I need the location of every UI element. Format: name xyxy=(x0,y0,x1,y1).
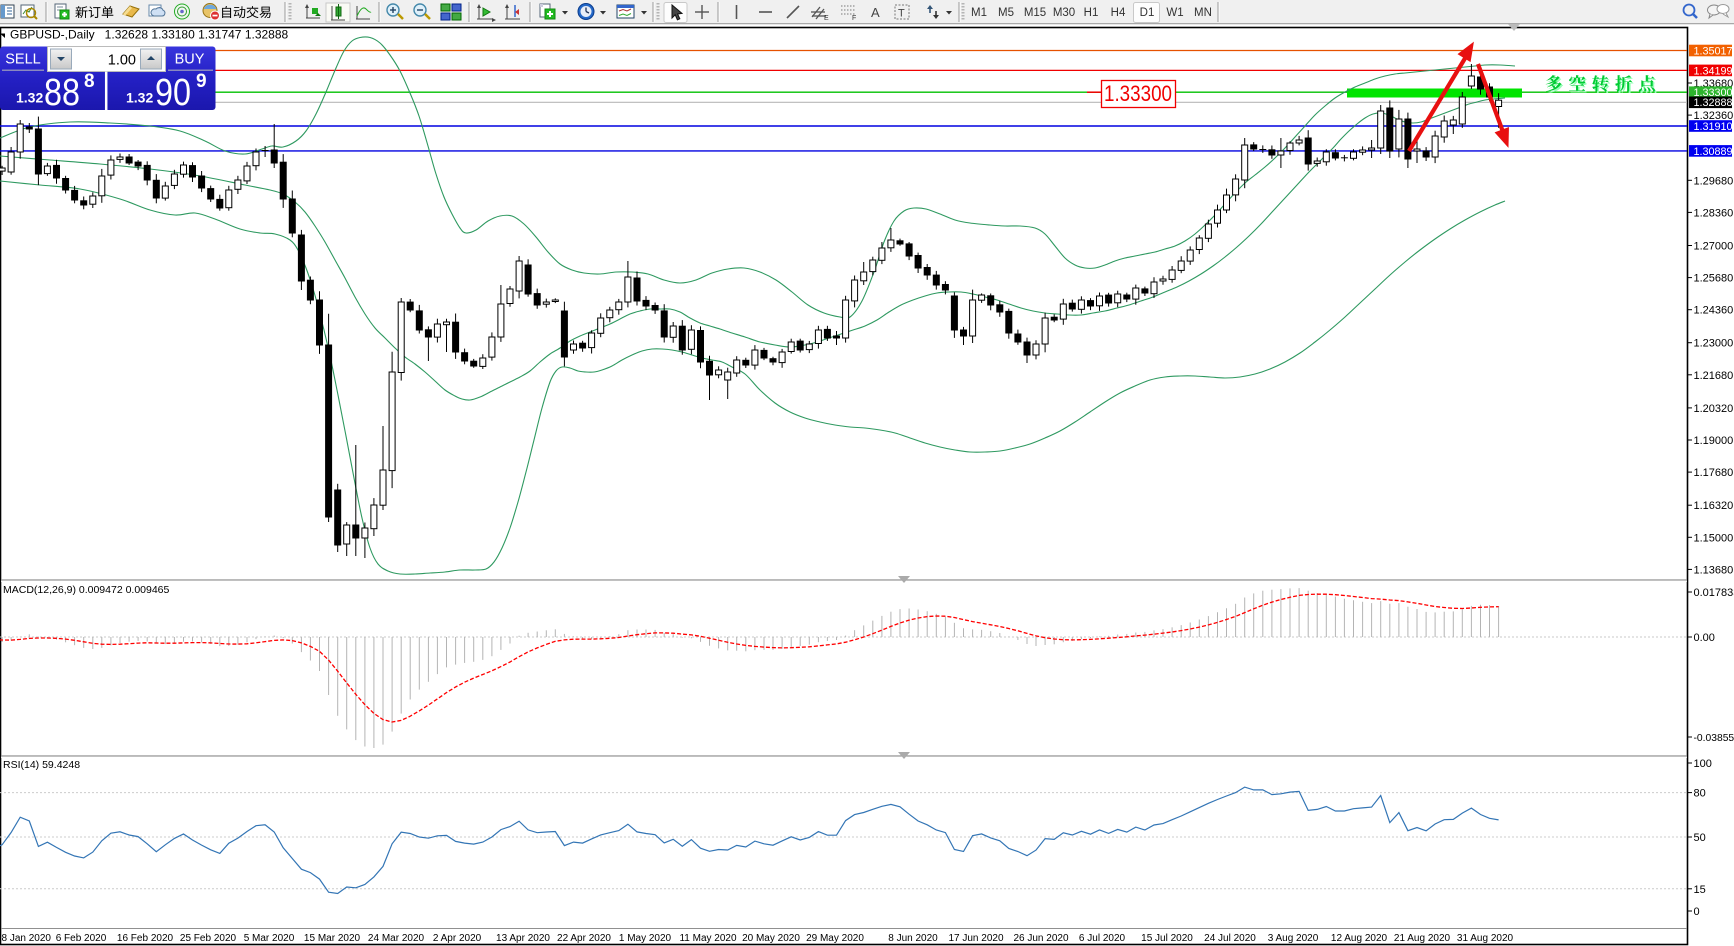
svg-text:1.25680: 1.25680 xyxy=(1694,273,1734,285)
svg-text:RSI(14) 59.4248: RSI(14) 59.4248 xyxy=(3,759,80,771)
svg-text:90: 90 xyxy=(155,72,191,114)
svg-text:0.00: 0.00 xyxy=(1694,632,1715,644)
svg-text:1 May 2020: 1 May 2020 xyxy=(619,933,672,944)
svg-text:M30: M30 xyxy=(1053,7,1075,19)
svg-text:11 May 2020: 11 May 2020 xyxy=(679,933,737,944)
svg-text:T: T xyxy=(898,8,905,20)
svg-text:80: 80 xyxy=(1694,788,1706,800)
svg-text:22 Apr 2020: 22 Apr 2020 xyxy=(557,933,611,944)
svg-text:15 Jul 2020: 15 Jul 2020 xyxy=(1141,933,1193,944)
svg-text:3 Aug 2020: 3 Aug 2020 xyxy=(1268,933,1319,944)
svg-text:1.13680: 1.13680 xyxy=(1694,564,1734,576)
svg-text:6 Jul 2020: 6 Jul 2020 xyxy=(1079,933,1126,944)
svg-text:1.32888: 1.32888 xyxy=(1694,97,1733,109)
svg-text:0: 0 xyxy=(1694,906,1700,918)
svg-text:M15: M15 xyxy=(1024,7,1046,19)
svg-text:H1: H1 xyxy=(1084,7,1099,19)
svg-text:1.35017: 1.35017 xyxy=(1694,45,1733,57)
svg-text:25 Feb 2020: 25 Feb 2020 xyxy=(180,933,237,944)
svg-text:F: F xyxy=(852,15,856,22)
svg-text:1.31910: 1.31910 xyxy=(1694,121,1733,133)
svg-text:1.34199: 1.34199 xyxy=(1694,65,1733,77)
svg-text:100: 100 xyxy=(1694,758,1712,770)
svg-text:SELL: SELL xyxy=(5,52,40,68)
svg-text:1.16320: 1.16320 xyxy=(1694,500,1734,512)
svg-text:1.27000: 1.27000 xyxy=(1694,241,1734,253)
svg-text:15 Mar 2020: 15 Mar 2020 xyxy=(304,933,361,944)
svg-text:15: 15 xyxy=(1694,884,1706,896)
svg-text:88: 88 xyxy=(44,72,80,114)
svg-text:24 Jul 2020: 24 Jul 2020 xyxy=(1204,933,1256,944)
svg-text:MN: MN xyxy=(1194,7,1212,19)
svg-text:16 Feb 2020: 16 Feb 2020 xyxy=(117,933,174,944)
svg-text:29 May 2020: 29 May 2020 xyxy=(806,933,864,944)
svg-text:0.017833: 0.017833 xyxy=(1694,587,1734,599)
svg-text:50: 50 xyxy=(1694,832,1706,844)
svg-text:6 Feb 2020: 6 Feb 2020 xyxy=(56,933,107,944)
svg-text:26 Jun 2020: 26 Jun 2020 xyxy=(1013,933,1068,944)
svg-text:D1: D1 xyxy=(1140,7,1155,19)
svg-text:E: E xyxy=(824,15,829,22)
svg-text:M5: M5 xyxy=(998,7,1014,19)
svg-text:17 Jun 2020: 17 Jun 2020 xyxy=(948,933,1003,944)
svg-text:21 Aug 2020: 21 Aug 2020 xyxy=(1394,933,1451,944)
svg-text:8 Jun 2020: 8 Jun 2020 xyxy=(888,933,938,944)
svg-text:1.29680: 1.29680 xyxy=(1694,175,1734,187)
svg-text:1.20320: 1.20320 xyxy=(1694,403,1734,415)
svg-text:MACD(12,26,9) 0.009472 0.00946: MACD(12,26,9) 0.009472 0.009465 xyxy=(3,584,170,596)
svg-text:1.24360: 1.24360 xyxy=(1694,305,1734,317)
svg-text:1.19000: 1.19000 xyxy=(1694,435,1734,447)
svg-text:1.32: 1.32 xyxy=(16,90,43,106)
svg-text:8 Jan 2020: 8 Jan 2020 xyxy=(2,933,52,944)
svg-text:BUY: BUY xyxy=(175,52,205,68)
svg-text:M1: M1 xyxy=(971,7,987,19)
svg-text:1.17680: 1.17680 xyxy=(1694,467,1734,479)
svg-text:20 May 2020: 20 May 2020 xyxy=(742,933,800,944)
svg-text:2 Apr 2020: 2 Apr 2020 xyxy=(433,933,482,944)
svg-text:13 Apr 2020: 13 Apr 2020 xyxy=(496,933,550,944)
svg-text:24 Mar 2020: 24 Mar 2020 xyxy=(368,933,425,944)
svg-text:1.30889: 1.30889 xyxy=(1694,146,1733,158)
svg-text:1.33300: 1.33300 xyxy=(1104,81,1172,106)
svg-text:1.32: 1.32 xyxy=(126,90,153,106)
svg-text:31 Aug 2020: 31 Aug 2020 xyxy=(1457,933,1514,944)
svg-text:8: 8 xyxy=(84,71,95,92)
svg-text:5 Mar 2020: 5 Mar 2020 xyxy=(244,933,295,944)
svg-text:-0.038559: -0.038559 xyxy=(1694,733,1734,744)
svg-text:A: A xyxy=(871,5,880,20)
svg-text:GBPUSD-,Daily 1.32628 1.3318: GBPUSD-,Daily 1.32628 1.33180 1.31747 1.… xyxy=(10,28,289,42)
svg-text:1.28360: 1.28360 xyxy=(1694,207,1734,219)
svg-text:12 Aug 2020: 12 Aug 2020 xyxy=(1331,933,1388,944)
svg-text:H4: H4 xyxy=(1111,7,1126,19)
svg-text:9: 9 xyxy=(196,71,207,92)
svg-text:1.33300: 1.33300 xyxy=(1694,87,1733,99)
svg-text:1.21680: 1.21680 xyxy=(1694,370,1734,382)
svg-text:1.00: 1.00 xyxy=(108,53,136,69)
svg-text:W1: W1 xyxy=(1166,7,1183,19)
svg-text:1.15000: 1.15000 xyxy=(1694,532,1734,544)
svg-text:1.32360: 1.32360 xyxy=(1694,110,1734,122)
svg-text:1.23000: 1.23000 xyxy=(1694,338,1734,350)
